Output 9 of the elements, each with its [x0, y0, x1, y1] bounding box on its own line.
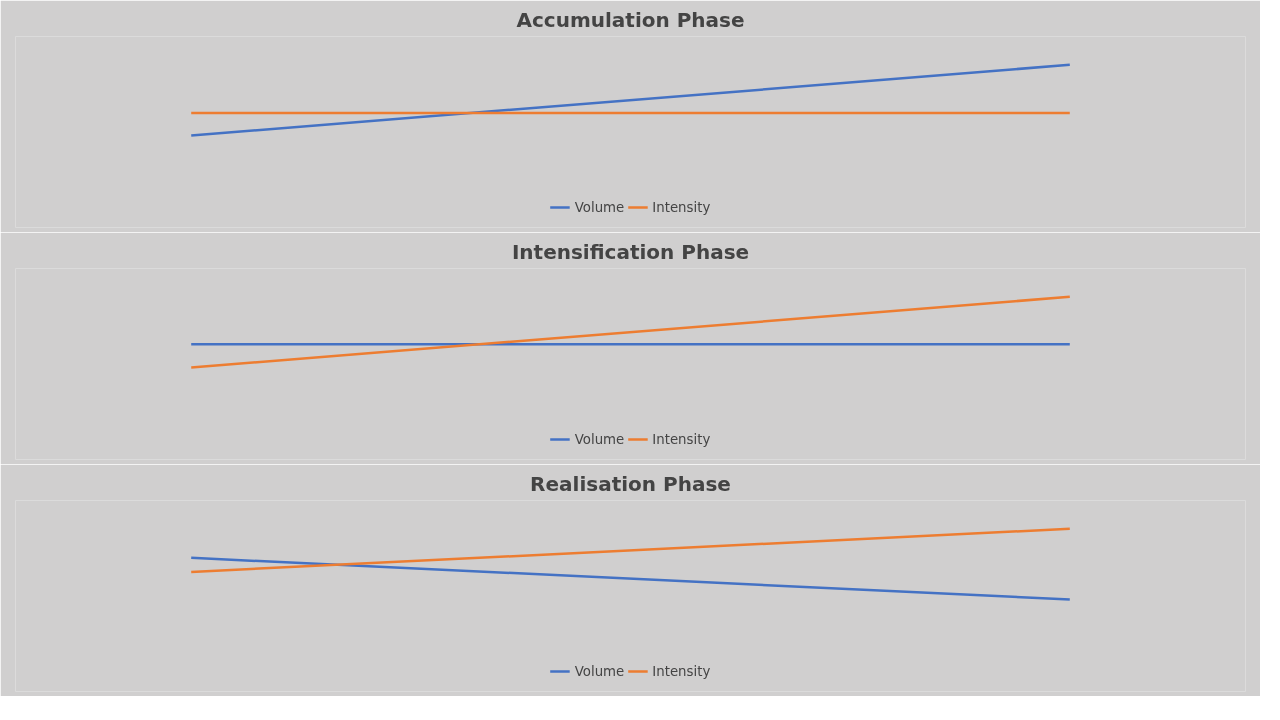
legend-label: Intensity	[652, 431, 711, 447]
legend-label: Volume	[574, 663, 625, 679]
chart-title: Realisation Phase	[530, 471, 731, 496]
legend-label: Volume	[574, 199, 625, 215]
chart-title: Accumulation Phase	[516, 7, 745, 32]
legend-label: Volume	[574, 431, 625, 447]
legend-label: Intensity	[652, 663, 711, 679]
chart-title: Intensification Phase	[511, 239, 750, 264]
legend-label: Intensity	[652, 199, 711, 215]
